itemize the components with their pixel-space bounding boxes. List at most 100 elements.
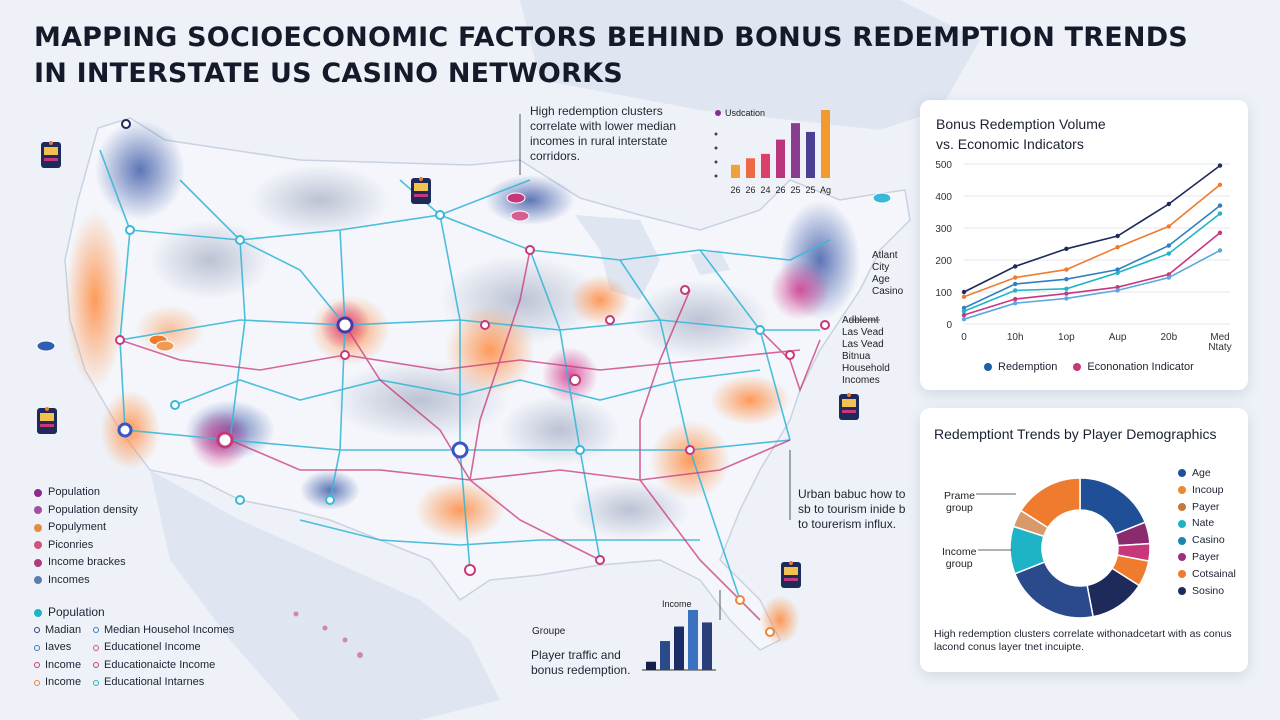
line-chart-point (961, 294, 967, 299)
mini-bar-x-label: 26 (730, 185, 740, 195)
donut-slice (1013, 561, 1094, 619)
mini-bar-bar (791, 123, 800, 178)
legend-heading-label: Population (48, 605, 105, 619)
line-chart-point (1217, 182, 1223, 187)
legend-label: Redemption (998, 361, 1058, 373)
line-chart-point (1013, 301, 1018, 306)
legend-label: Piconries (48, 538, 94, 551)
mini-bar-x-label: 24 (760, 185, 770, 195)
map-legend-secondary: Population Madian Median Househol Incomes… (34, 604, 234, 692)
legend-label: Income (45, 658, 82, 671)
population-density-regions (95, 120, 860, 510)
legend-swatch (34, 608, 42, 617)
bottom-bar-bars (642, 610, 716, 671)
line-chart-point (1115, 245, 1120, 250)
donut-footer-note: High redemption clusters correlate witho… (934, 628, 1232, 653)
legend-swatch (93, 662, 99, 669)
donut-chart (976, 477, 1151, 619)
line-chart-point (1064, 267, 1069, 272)
legend-label: Median Househol Incomes (104, 623, 235, 636)
legend-swatch (93, 679, 99, 686)
line-chart-point (1166, 243, 1171, 248)
line-chart-point (1115, 270, 1120, 275)
line-chart-y-tick: 0 (946, 320, 952, 331)
interstate-network-cyan (99, 149, 831, 601)
bottom-bar-bar (660, 641, 670, 670)
legend-label: Incomes (48, 573, 90, 586)
legend-swatch (984, 363, 992, 371)
legend-swatch (34, 576, 42, 585)
mexico-landmass (150, 470, 500, 720)
line-chart-point (1166, 272, 1171, 277)
donut-chart-title: Redemptiont Trends by Player Demographic… (934, 426, 1217, 442)
legend-swatch (34, 627, 40, 634)
legend-label: Iaves (45, 641, 72, 653)
legend-label: Populyment (48, 521, 107, 533)
slot-machine-icon (410, 176, 432, 206)
mini-bar-legend: Usdcation (725, 108, 765, 118)
line-chart-series (963, 184, 1221, 298)
line-chart-point (1217, 203, 1223, 208)
legend-row: Nate (1178, 515, 1236, 532)
chip-stack-icons (36, 192, 892, 352)
mini-bar-bar (746, 158, 755, 178)
bottom-bar-bar (674, 626, 684, 670)
line-chart-point (1166, 275, 1171, 280)
legend-label: Population (48, 486, 100, 498)
city-label: Age (872, 274, 890, 285)
donut-chart-legend: Age Incoup Payer Nate Casino Payer Cotsainal So… (1178, 465, 1236, 599)
line-chart-point (1013, 296, 1018, 302)
legend-swatch (34, 488, 42, 497)
line-chart-point (1217, 163, 1223, 168)
legend-label: Nate (1192, 517, 1215, 530)
line-chart-point (961, 309, 967, 314)
slot-machine-icon (838, 392, 860, 422)
legend-row: Madian Median Househol Incomes (34, 622, 234, 640)
legend-swatch (34, 558, 42, 567)
slot-machine-icon (780, 560, 802, 590)
line-chart-point (1166, 251, 1171, 256)
legend-row: Population density (34, 502, 138, 520)
city-label: City (872, 262, 890, 273)
line-chart-series (963, 232, 1221, 316)
slot-machine-icon (40, 140, 62, 170)
line-chart-point (1013, 281, 1018, 287)
mini-bar-tick-dot (714, 132, 718, 136)
legend-row: Age (1178, 465, 1236, 482)
line-chart-title-2: vs. Economic Indicators (936, 136, 1084, 152)
mini-bar-tick-dot (714, 146, 718, 150)
hawaii-islands (293, 611, 363, 658)
interstate-network-magenta (119, 249, 821, 621)
canada-landmass (520, 0, 980, 130)
mini-bar-bar (821, 110, 830, 178)
line-chart-y-tick: 500 (935, 160, 952, 171)
line-chart-point (1115, 267, 1120, 272)
legend-secondary-rows: Madian Median Househol Incomes Iaves Educat… (34, 622, 234, 692)
line-chart-point (961, 317, 967, 322)
title-line-2: IN INTERSTATE US CASINO NETWORKS (34, 58, 623, 89)
line-chart-x-tick: Ntaty (1208, 342, 1231, 353)
line-chart-point (1217, 211, 1223, 216)
legend-label: Payer (1192, 550, 1220, 563)
line-chart-y-tick: 300 (935, 224, 952, 235)
legend-label: Sosino (1192, 584, 1225, 597)
legend-row: Income Educationaicte Income (34, 657, 234, 675)
line-chart-point (1013, 264, 1018, 269)
legend-row: Population (34, 484, 138, 502)
city-label: Atlant (872, 250, 898, 261)
line-chart-x-tick: 20b (1160, 332, 1177, 343)
line-chart-point (961, 312, 967, 318)
line-chart-card: Bonus Redemption Volume vs. Economic Ind… (920, 100, 1248, 390)
legend-item-redemption: Redemption (984, 361, 1057, 373)
legend-row: Income Educational Intarnes (34, 674, 234, 692)
groupe-label: Groupe (532, 626, 566, 637)
donut-side-label: Income (942, 546, 977, 558)
line-chart-x-tick: Aup (1109, 332, 1127, 343)
city-label: Las Vead (842, 339, 884, 350)
legend-swatch (93, 627, 99, 634)
bottom-bar-bar (702, 622, 712, 670)
legend-swatch (34, 541, 42, 550)
mini-bar-x-label: 26 (775, 185, 785, 195)
legend-swatch (34, 506, 42, 515)
line-chart-point (1115, 285, 1120, 290)
